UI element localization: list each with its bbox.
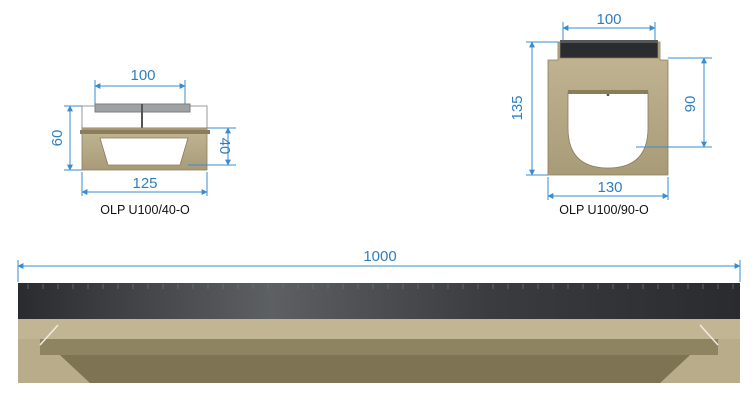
- side-left-foot: [18, 355, 40, 383]
- side-right-chamfer: [699, 324, 719, 346]
- side-trough-floor: [60, 355, 690, 383]
- right-bottom-width: 130: [597, 179, 622, 196]
- side-grate-ticks: [27, 284, 734, 289]
- left-profile: [80, 103, 210, 171]
- side-left-chamfer: [39, 324, 59, 346]
- left-top-width: 100: [130, 67, 155, 84]
- side-right-foot: [718, 355, 740, 383]
- right-profile: [547, 40, 669, 176]
- right-grate: [560, 40, 658, 58]
- left-ledge-shadow: [80, 130, 210, 134]
- right-height-channel: 90: [682, 96, 699, 113]
- right-concrete-body: [547, 41, 669, 176]
- left-concrete-body: [81, 127, 208, 171]
- right-top-width: 100: [596, 11, 621, 28]
- side-view: [18, 283, 740, 383]
- left-height-channel: 40: [216, 138, 233, 155]
- right-channel-lip: [568, 90, 648, 94]
- side-grate: [18, 283, 740, 319]
- side-upper-band: [18, 319, 740, 339]
- left-dimensions: 100 60 40 125 OLP U100/40-O: [49, 67, 236, 217]
- side-length: 1000: [363, 248, 396, 265]
- left-caption: OLP U100/40-O: [100, 203, 190, 217]
- side-dimension: 1000: [17, 248, 741, 282]
- right-height-total: 135: [509, 95, 526, 120]
- left-height-total: 60: [49, 130, 66, 147]
- left-bottom-width: 125: [132, 175, 157, 192]
- right-caption: OLP U100/90-O: [559, 203, 649, 217]
- right-dimensions: 100 135 90 130 OLP U100/90-O: [509, 11, 712, 217]
